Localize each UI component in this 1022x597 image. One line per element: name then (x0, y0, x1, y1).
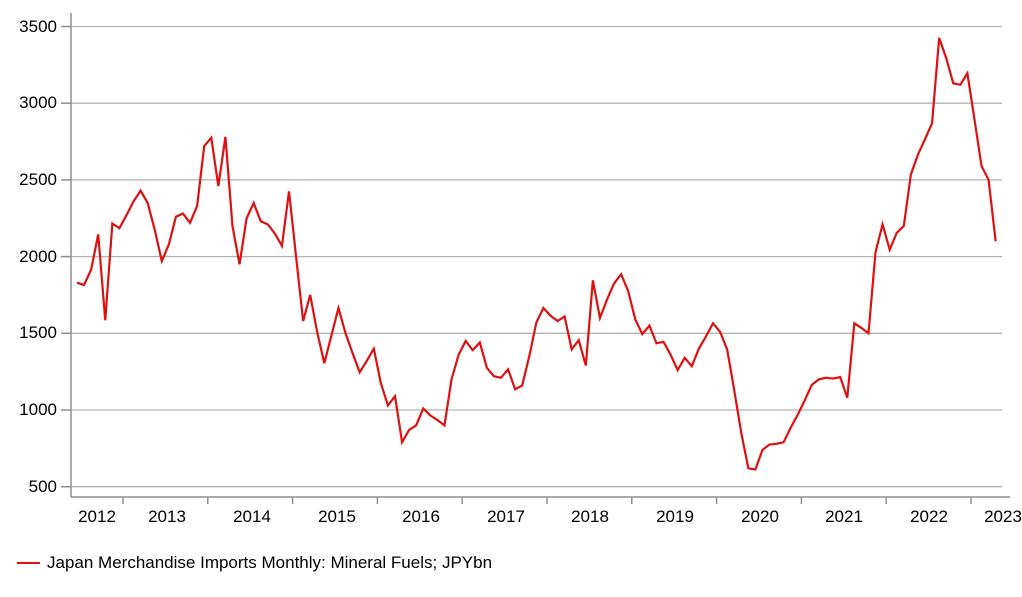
y-axis-tick-label: 500 (28, 476, 57, 496)
x-axis-tick-label: 2017 (487, 507, 525, 526)
y-axis-tick-label: 2500 (19, 169, 57, 189)
x-axis-tick-label: 2020 (741, 507, 779, 526)
y-axis-tick-label: 3500 (19, 16, 57, 36)
legend-line-swatch (17, 562, 40, 564)
x-axis-tick-label: 2021 (825, 507, 863, 526)
y-axis-tick-label: 2000 (19, 246, 57, 266)
x-axis-tick-label: 2012 (78, 507, 116, 526)
x-axis-tick-label: 2023 (984, 507, 1022, 526)
series-line-mineral-fuels (76, 37, 997, 471)
x-axis-tick-label: 2014 (233, 507, 271, 526)
x-axis-tick-label: 2013 (148, 507, 186, 526)
legend: Japan Merchandise Imports Monthly: Miner… (17, 553, 492, 573)
x-axis-tick-label: 2019 (656, 507, 694, 526)
x-axis-tick-label: 2018 (571, 507, 609, 526)
x-axis-tick-label: 2016 (402, 507, 440, 526)
legend-label: Japan Merchandise Imports Monthly: Miner… (47, 553, 493, 572)
x-axis-tick-label: 2015 (318, 507, 356, 526)
y-axis-tick-label: 1000 (19, 400, 57, 419)
y-axis-tick-label: 3000 (19, 93, 57, 113)
x-axis-tick-label: 2022 (910, 507, 948, 526)
y-axis-tick-label: 1500 (19, 323, 57, 343)
